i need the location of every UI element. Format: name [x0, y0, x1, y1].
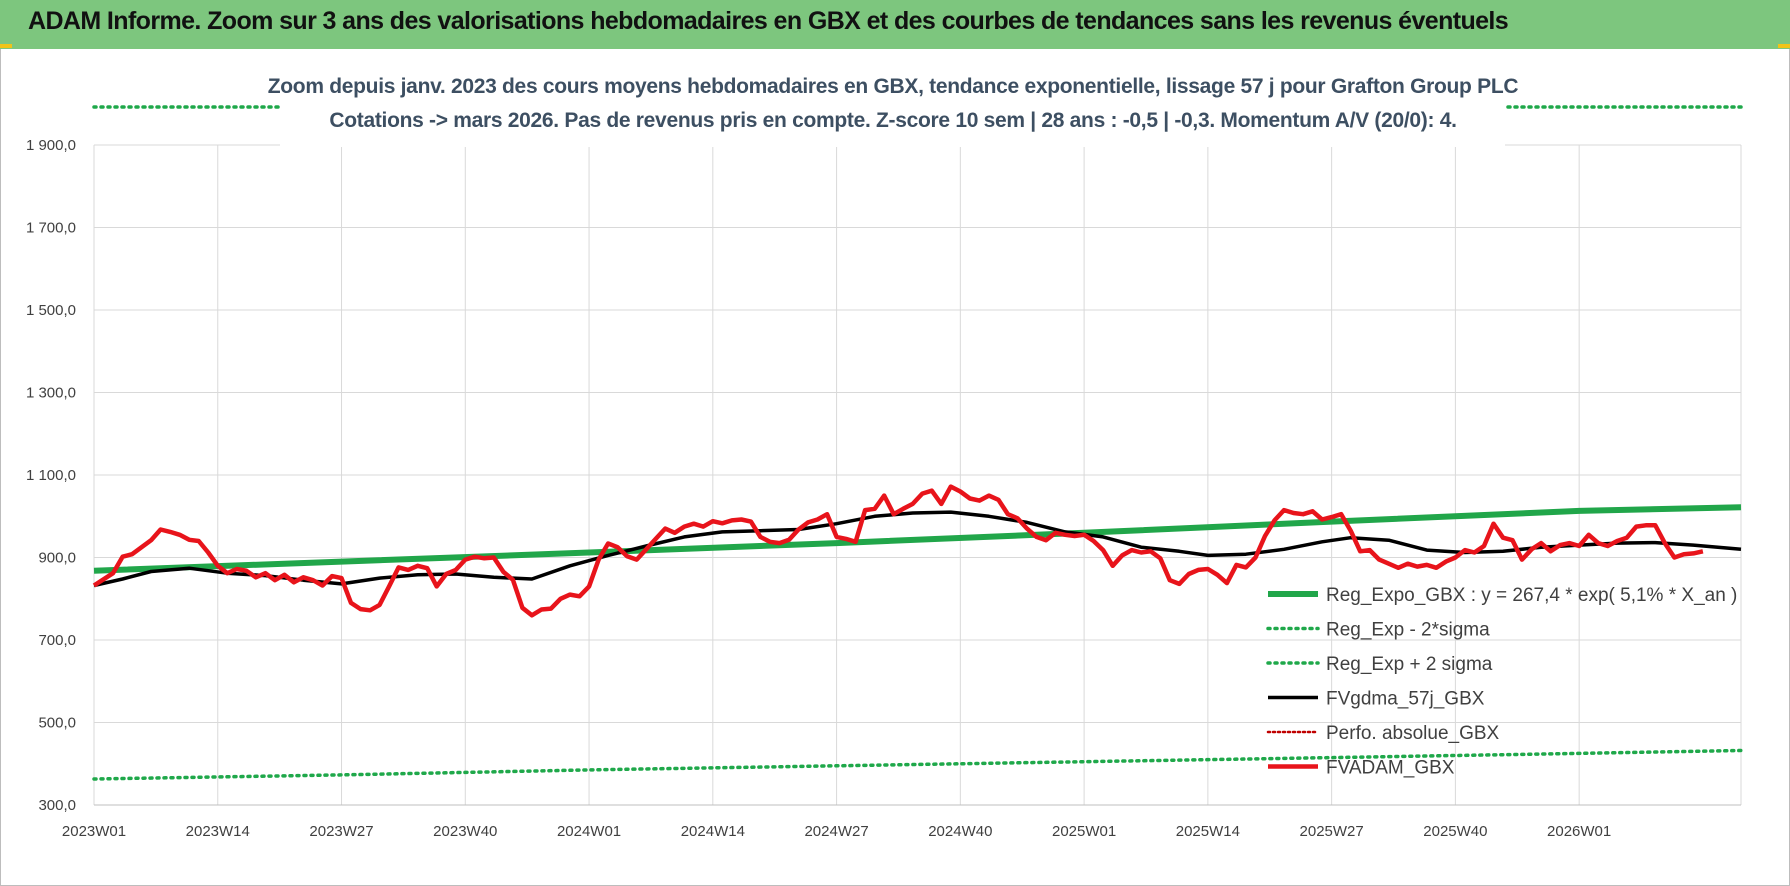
legend-label-reg_expo: Reg_Expo_GBX : y = 267,4 * exp( 5,1% * X…	[1326, 585, 1737, 606]
x-tick-label: 2026W01	[1547, 823, 1611, 840]
chart-title-line1: Zoom depuis janv. 2023 des cours moyens …	[268, 75, 1519, 98]
legend-label-plus2: Reg_Exp + 2 sigma	[1326, 654, 1493, 675]
corner-marker-left	[0, 44, 12, 48]
x-tick-label: 2024W14	[681, 823, 745, 840]
series-line-reg_expo	[93, 504, 1742, 574]
x-tick-label: 2023W01	[62, 823, 126, 840]
corner-marker-right	[1778, 44, 1790, 48]
x-axis-ticks: 2023W01 2023W14 2023W27 2023W40 2024W01 2024W…	[62, 823, 1611, 840]
legend: Reg_Expo_GBX : y = 267,4 * exp( 5,1% * X…	[1266, 585, 1737, 779]
x-tick-label: 2025W40	[1423, 823, 1487, 840]
legend-label-fvadam: FVADAM_GBX	[1326, 758, 1455, 779]
x-tick-label: 2024W27	[804, 823, 868, 840]
y-tick-label: 1 100,0	[26, 467, 76, 484]
x-tick-label: 2023W40	[433, 823, 497, 840]
report-header: ADAM Informe. Zoom sur 3 ans des valoris…	[0, 0, 1790, 49]
x-tick-label: 2025W14	[1176, 823, 1240, 840]
y-tick-label: 1 900,0	[26, 137, 76, 154]
series-line-fvadam	[92, 484, 1704, 618]
y-tick-label: 700,0	[38, 632, 76, 649]
report-title: ADAM Informe. Zoom sur 3 ans des valoris…	[28, 7, 1509, 35]
legend-label-minus2: Reg_Exp - 2*sigma	[1326, 620, 1490, 641]
x-tick-label: 2024W01	[557, 823, 621, 840]
y-axis-ticks: 1 900,0 1 700,0 1 500,0 1 300,0 1 100,0 900,0…	[26, 137, 76, 814]
legend-label-perfo: Perfo. absolue_GBX	[1326, 723, 1500, 744]
y-tick-label: 1 300,0	[26, 385, 76, 402]
chart-title-box: Zoom depuis janv. 2023 des cours moyens …	[268, 67, 1519, 147]
x-tick-label: 2023W27	[309, 823, 373, 840]
x-tick-label: 2025W01	[1052, 823, 1116, 840]
grid	[93, 144, 1742, 806]
series-lines	[92, 105, 1743, 781]
chart-title-line2: Cotations -> mars 2026. Pas de revenus p…	[329, 109, 1456, 132]
y-tick-label: 500,0	[38, 715, 76, 732]
x-tick-label: 2023W14	[186, 823, 250, 840]
legend-label-gdma: FVgdma_57j_GBX	[1326, 689, 1485, 710]
y-tick-label: 900,0	[38, 550, 76, 567]
y-tick-label: 1 500,0	[26, 302, 76, 319]
x-tick-label: 2025W27	[1300, 823, 1364, 840]
series-line-gdma	[93, 510, 1742, 588]
chart-title-background	[280, 67, 1505, 147]
y-tick-label: 300,0	[38, 797, 76, 814]
series-line-minus2	[92, 748, 1743, 781]
y-tick-label: 1 700,0	[26, 220, 76, 237]
x-tick-label: 2024W40	[928, 823, 992, 840]
